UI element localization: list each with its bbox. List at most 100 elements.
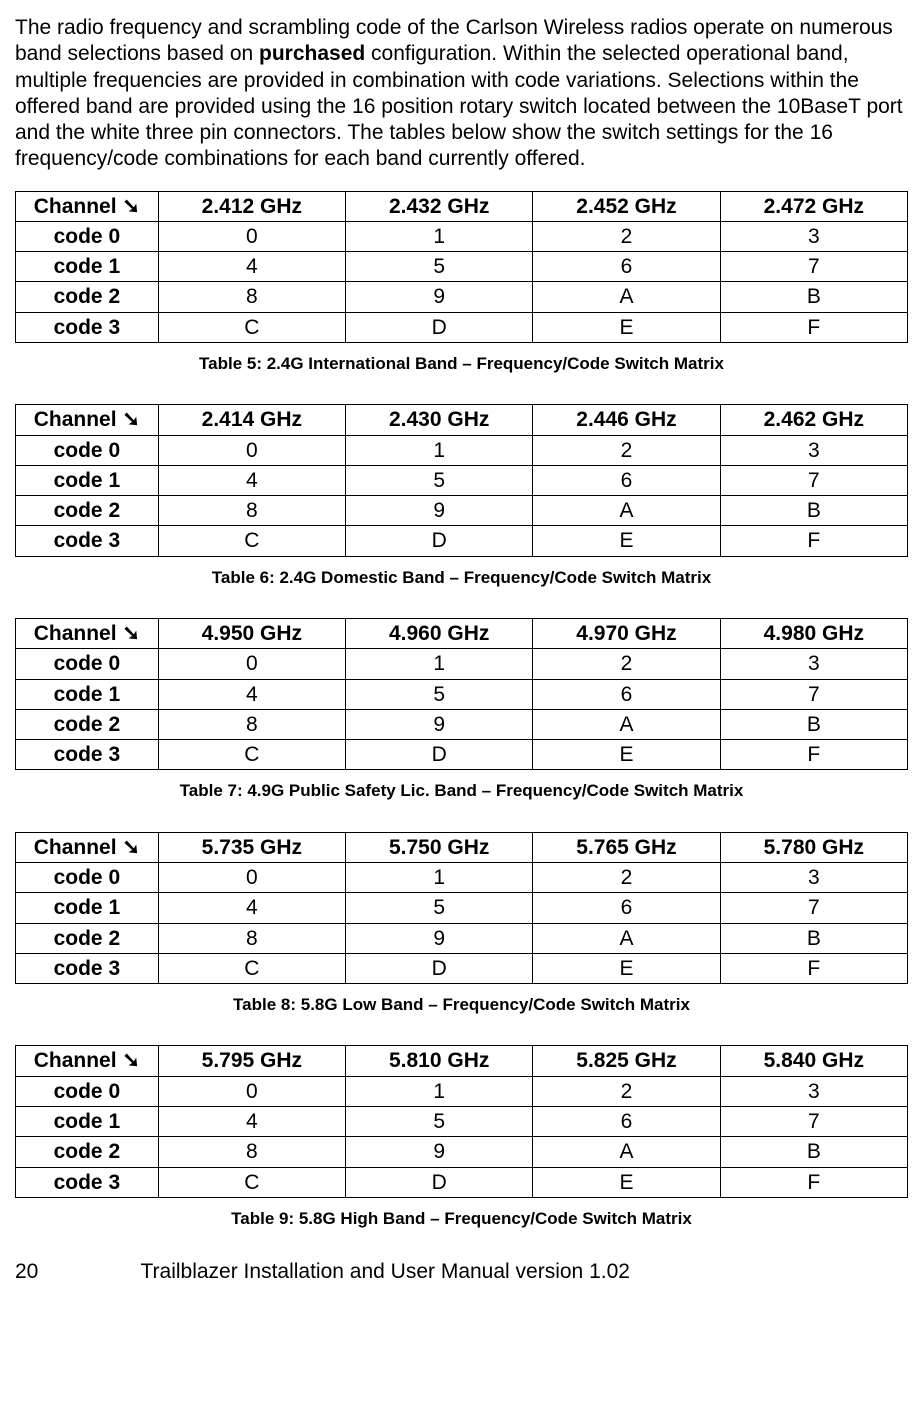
table-row: code 14567 [16,1107,908,1137]
page-footer: 20 Trailblazer Installation and User Man… [15,1259,908,1285]
matrix-cell: 6 [533,465,720,495]
matrix-cell: C [158,312,345,342]
frequency-header: 2.446 GHz [533,405,720,435]
matrix-cell: 4 [158,252,345,282]
matrix-cell: 6 [533,1107,720,1137]
table-row: code 14567 [16,252,908,282]
matrix-cell: 8 [158,709,345,739]
frequency-header: 2.430 GHz [346,405,533,435]
code-row-label: code 0 [16,863,159,893]
frequency-header: 2.462 GHz [720,405,907,435]
code-row-label: code 0 [16,1076,159,1106]
matrix-cell: 2 [533,1076,720,1106]
table-row: code 3CDEF [16,526,908,556]
matrix-cell: 3 [720,1076,907,1106]
frequency-header: 5.810 GHz [346,1046,533,1076]
matrix-cell: 1 [346,221,533,251]
matrix-cell: 9 [346,709,533,739]
table-header-row: Channel ➘5.795 GHz5.810 GHz5.825 GHz5.84… [16,1046,908,1076]
matrix-cell: 2 [533,863,720,893]
frequency-table: Channel ➘2.412 GHz2.432 GHz2.452 GHz2.47… [15,191,908,343]
code-row-label: code 1 [16,679,159,709]
matrix-cell: F [720,953,907,983]
table-row: code 289AB [16,1137,908,1167]
matrix-cell: E [533,1167,720,1197]
matrix-cell: 1 [346,863,533,893]
matrix-cell: 4 [158,1107,345,1137]
matrix-cell: 9 [346,282,533,312]
matrix-cell: 7 [720,1107,907,1137]
table-row: code 289AB [16,923,908,953]
frequency-table: Channel ➘5.795 GHz5.810 GHz5.825 GHz5.84… [15,1045,908,1197]
matrix-cell: 2 [533,221,720,251]
matrix-cell: 0 [158,1076,345,1106]
matrix-cell: 6 [533,252,720,282]
frequency-header: 2.412 GHz [158,191,345,221]
matrix-cell: 5 [346,679,533,709]
frequency-header: 2.472 GHz [720,191,907,221]
frequency-header: 4.970 GHz [533,618,720,648]
code-row-label: code 0 [16,221,159,251]
matrix-cell: 9 [346,496,533,526]
matrix-cell: 9 [346,923,533,953]
intro-paragraph: The radio frequency and scrambling code … [15,15,908,173]
matrix-cell: 3 [720,649,907,679]
matrix-cell: E [533,740,720,770]
matrix-cell: B [720,282,907,312]
matrix-cell: 6 [533,679,720,709]
matrix-cell: D [346,526,533,556]
matrix-cell: C [158,953,345,983]
code-row-label: code 3 [16,740,159,770]
code-row-label: code 3 [16,526,159,556]
code-row-label: code 3 [16,953,159,983]
frequency-header: 4.960 GHz [346,618,533,648]
code-row-label: code 3 [16,1167,159,1197]
arrow-icon: ➘ [122,1049,140,1072]
matrix-cell: 3 [720,863,907,893]
matrix-cell: E [533,953,720,983]
channel-header: Channel ➘ [16,1046,159,1076]
matrix-cell: B [720,1137,907,1167]
matrix-cell: 7 [720,893,907,923]
table-row: code 3CDEF [16,953,908,983]
code-row-label: code 0 [16,649,159,679]
matrix-cell: F [720,312,907,342]
table-row: code 289AB [16,282,908,312]
matrix-cell: 2 [533,649,720,679]
frequency-table: Channel ➘4.950 GHz4.960 GHz4.970 GHz4.98… [15,618,908,770]
code-row-label: code 1 [16,893,159,923]
code-row-label: code 2 [16,923,159,953]
frequency-header: 4.950 GHz [158,618,345,648]
table-caption: Table 5: 2.4G International Band – Frequ… [15,353,908,374]
table-header-row: Channel ➘2.414 GHz2.430 GHz2.446 GHz2.46… [16,405,908,435]
table-row: code 14567 [16,893,908,923]
matrix-cell: A [533,496,720,526]
matrix-cell: F [720,526,907,556]
matrix-cell: 7 [720,252,907,282]
frequency-header: 2.452 GHz [533,191,720,221]
channel-header: Channel ➘ [16,405,159,435]
matrix-cell: B [720,709,907,739]
matrix-cell: 7 [720,679,907,709]
intro-bold: purchased [259,42,365,65]
matrix-cell: 5 [346,893,533,923]
matrix-cell: 4 [158,465,345,495]
code-row-label: code 1 [16,465,159,495]
code-row-label: code 2 [16,709,159,739]
frequency-header: 2.432 GHz [346,191,533,221]
matrix-cell: 4 [158,679,345,709]
arrow-icon: ➘ [122,408,140,431]
frequency-header: 5.765 GHz [533,832,720,862]
table-row: code 00123 [16,1076,908,1106]
table-caption: Table 8: 5.8G Low Band – Frequency/Code … [15,994,908,1015]
arrow-icon: ➘ [122,836,140,859]
table-header-row: Channel ➘5.735 GHz5.750 GHz5.765 GHz5.78… [16,832,908,862]
matrix-cell: 0 [158,649,345,679]
matrix-cell: C [158,740,345,770]
frequency-header: 5.795 GHz [158,1046,345,1076]
table-row: code 3CDEF [16,1167,908,1197]
table-row: code 289AB [16,709,908,739]
footer-title: Trailblazer Installation and User Manual… [140,1260,629,1283]
table-header-row: Channel ➘4.950 GHz4.960 GHz4.970 GHz4.98… [16,618,908,648]
matrix-cell: 7 [720,465,907,495]
